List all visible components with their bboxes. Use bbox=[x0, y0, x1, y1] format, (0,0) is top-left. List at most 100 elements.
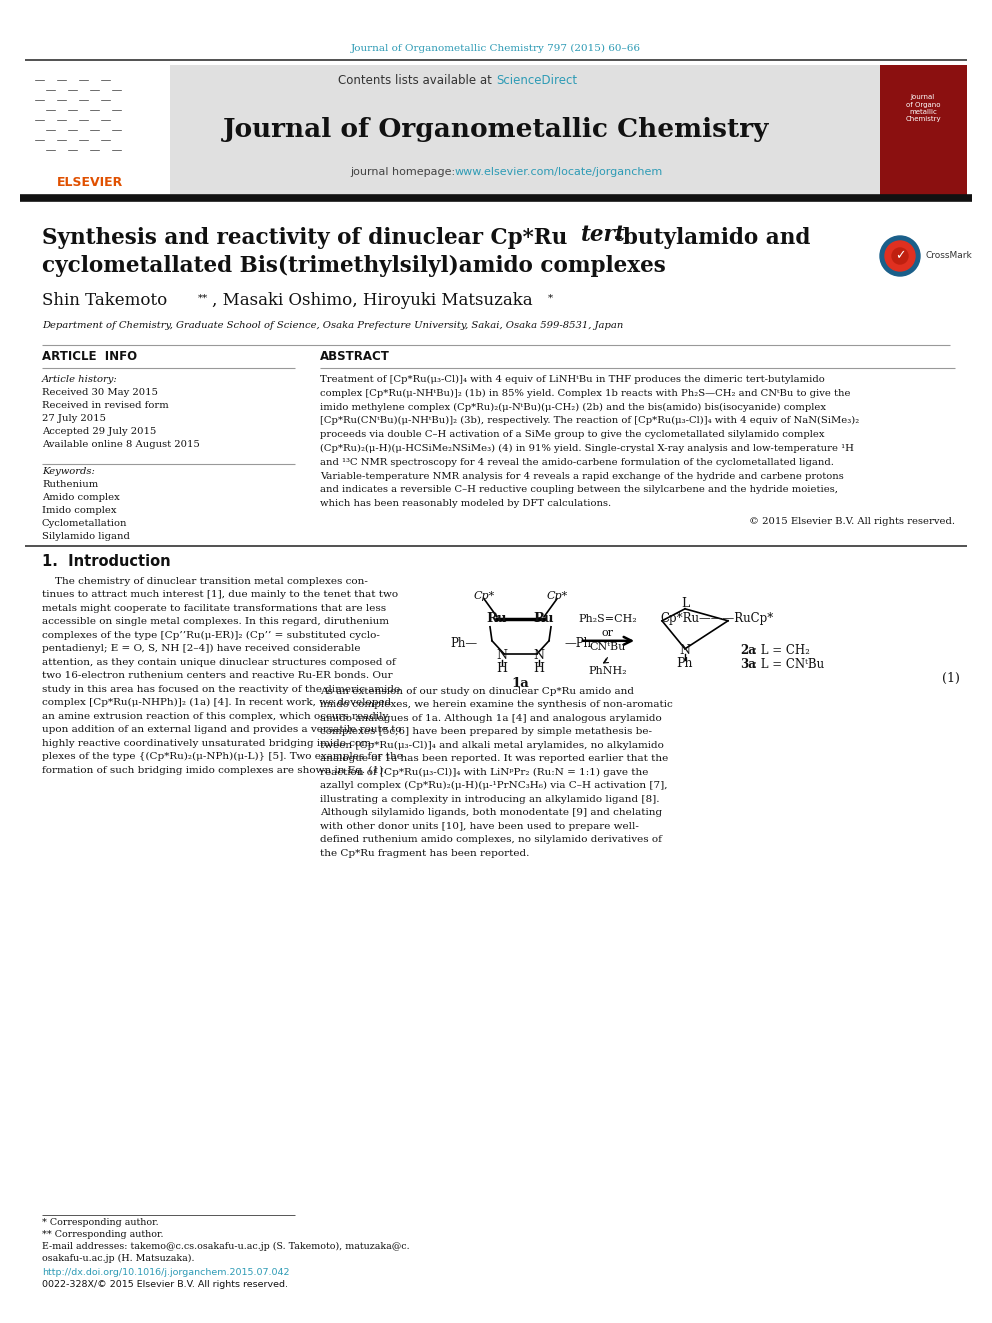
Text: www.elsevier.com/locate/jorganchem: www.elsevier.com/locate/jorganchem bbox=[455, 167, 664, 177]
Text: tert: tert bbox=[581, 224, 626, 246]
Text: (1): (1) bbox=[942, 672, 960, 685]
Text: the Cp*Ru fragment has been reported.: the Cp*Ru fragment has been reported. bbox=[320, 849, 530, 857]
Text: illustrating a complexity in introducing an alkylamido ligand [8].: illustrating a complexity in introducing… bbox=[320, 795, 660, 804]
Text: 3a: 3a bbox=[740, 659, 756, 671]
Text: [Cp*Ru(CNᵗBu)(μ-NHᵗBu)]₂ (3b), respectively. The reaction of [Cp*Ru(μ₃-Cl)]₄ wit: [Cp*Ru(CNᵗBu)(μ-NHᵗBu)]₂ (3b), respectiv… bbox=[320, 417, 859, 426]
Text: 2a: 2a bbox=[740, 644, 756, 658]
Text: which has been reasonably modeled by DFT calculations.: which has been reasonably modeled by DFT… bbox=[320, 499, 611, 508]
Bar bbox=[170, 65, 880, 194]
Text: Imido complex: Imido complex bbox=[42, 505, 116, 515]
Text: ABSTRACT: ABSTRACT bbox=[320, 351, 390, 363]
Text: N: N bbox=[497, 650, 508, 663]
Text: (Cp*Ru)₂(μ-H)(μ-HCSiMe₂NSiMe₃) (4) in 91% yield. Single-crystal X-ray analysis a: (Cp*Ru)₂(μ-H)(μ-HCSiMe₂NSiMe₃) (4) in 91… bbox=[320, 445, 854, 452]
Text: Ru: Ru bbox=[534, 613, 555, 626]
Text: Ph₂S=CH₂: Ph₂S=CH₂ bbox=[578, 614, 638, 624]
Text: * Corresponding author.: * Corresponding author. bbox=[42, 1218, 159, 1226]
Text: formation of such bridging imido complexes are shown in Eq. (1).: formation of such bridging imido complex… bbox=[42, 766, 387, 775]
Text: © 2015 Elsevier B.V. All rights reserved.: © 2015 Elsevier B.V. All rights reserved… bbox=[749, 517, 955, 527]
Text: 0022-328X/© 2015 Elsevier B.V. All rights reserved.: 0022-328X/© 2015 Elsevier B.V. All right… bbox=[42, 1279, 288, 1289]
Text: Shin Takemoto: Shin Takemoto bbox=[42, 292, 168, 310]
Text: imido complexes, we herein examine the synthesis of non-aromatic: imido complexes, we herein examine the s… bbox=[320, 700, 673, 709]
Bar bbox=[880, 65, 967, 194]
Text: Although silylamido ligands, both monodentate [9] and chelating: Although silylamido ligands, both monode… bbox=[320, 808, 662, 818]
Text: attention, as they contain unique dinuclear structures composed of: attention, as they contain unique dinucl… bbox=[42, 658, 396, 667]
Text: E-mail addresses: takemo@c.cs.osakafu-u.ac.jp (S. Takemoto), matuzaka@c.: E-mail addresses: takemo@c.cs.osakafu-u.… bbox=[42, 1242, 410, 1252]
Text: upon addition of an external ligand and provides a versatile route to: upon addition of an external ligand and … bbox=[42, 725, 402, 734]
Text: Accepted 29 July 2015: Accepted 29 July 2015 bbox=[42, 427, 157, 437]
Text: N: N bbox=[680, 644, 690, 658]
Text: or: or bbox=[602, 628, 614, 638]
Text: : L = CNᵗBu: : L = CNᵗBu bbox=[753, 659, 824, 671]
Text: tinues to attract much interest [1], due mainly to the tenet that two: tinues to attract much interest [1], due… bbox=[42, 590, 398, 599]
Text: analogue of 1a has been reported. It was reported earlier that the: analogue of 1a has been reported. It was… bbox=[320, 754, 669, 763]
Text: L: L bbox=[681, 597, 689, 610]
Text: Ph—: Ph— bbox=[450, 638, 477, 651]
Text: Journal of Organometallic Chemistry 797 (2015) 60–66: Journal of Organometallic Chemistry 797 … bbox=[351, 44, 641, 53]
Text: Variable-temperature NMR analysis for 4 reveals a rapid exchange of the hydride : Variable-temperature NMR analysis for 4 … bbox=[320, 471, 844, 480]
Text: Ruthenium: Ruthenium bbox=[42, 480, 98, 490]
Text: Synthesis and reactivity of dinuclear Cp*Ru: Synthesis and reactivity of dinuclear Cp… bbox=[42, 228, 575, 249]
Text: with other donor units [10], have been used to prepare well-: with other donor units [10], have been u… bbox=[320, 822, 639, 831]
Text: 1a: 1a bbox=[511, 677, 529, 691]
Text: **: ** bbox=[198, 294, 208, 303]
Text: 27 July 2015: 27 July 2015 bbox=[42, 414, 106, 423]
Circle shape bbox=[885, 241, 915, 271]
Text: Cp*Ru———RuCp*: Cp*Ru———RuCp* bbox=[660, 613, 773, 626]
Text: Journal
of Organo
metallic
Chemistry: Journal of Organo metallic Chemistry bbox=[905, 94, 940, 122]
Text: Cp*: Cp* bbox=[473, 591, 495, 601]
Text: study in this area has focused on the reactivity of the dimeric amido: study in this area has focused on the re… bbox=[42, 685, 400, 693]
Text: cyclometallated Bis(trimethylsilyl)amido complexes: cyclometallated Bis(trimethylsilyl)amido… bbox=[42, 255, 666, 277]
Bar bbox=[25, 65, 170, 194]
Text: imido methylene complex (Cp*Ru)₂(μ-NᵗBu)(μ-CH₂) (2b) and the bis(amido) bis(isoc: imido methylene complex (Cp*Ru)₂(μ-NᵗBu)… bbox=[320, 402, 826, 411]
Text: The chemistry of dinuclear transition metal complexes con-: The chemistry of dinuclear transition me… bbox=[42, 577, 368, 586]
Text: ** Corresponding author.: ** Corresponding author. bbox=[42, 1230, 164, 1240]
Text: Department of Chemistry, Graduate School of Science, Osaka Prefecture University: Department of Chemistry, Graduate School… bbox=[42, 321, 623, 329]
Circle shape bbox=[880, 235, 920, 277]
Text: ✓: ✓ bbox=[895, 250, 906, 262]
FancyArrowPatch shape bbox=[603, 658, 608, 663]
Text: http://dx.doi.org/10.1016/j.jorganchem.2015.07.042: http://dx.doi.org/10.1016/j.jorganchem.2… bbox=[42, 1267, 290, 1277]
Text: Cyclometallation: Cyclometallation bbox=[42, 519, 128, 528]
Text: : L = CH₂: : L = CH₂ bbox=[753, 644, 809, 658]
Text: H: H bbox=[534, 663, 545, 675]
Text: Available online 8 August 2015: Available online 8 August 2015 bbox=[42, 441, 199, 448]
Text: reaction of [Cp*Ru(μ₃-Cl)]₄ with LiNᵖPr₂ (Ru:N = 1:1) gave the: reaction of [Cp*Ru(μ₃-Cl)]₄ with LiNᵖPr₂… bbox=[320, 767, 649, 777]
Text: complex [Cp*Ru(μ-NHᵗBu)]₂ (1b) in 85% yield. Complex 1b reacts with Ph₂S—CH₂ and: complex [Cp*Ru(μ-NHᵗBu)]₂ (1b) in 85% yi… bbox=[320, 389, 850, 398]
Text: accessible on single metal complexes. In this regard, diruthenium: accessible on single metal complexes. In… bbox=[42, 618, 389, 626]
Text: Ph: Ph bbox=[677, 658, 693, 671]
Text: Received 30 May 2015: Received 30 May 2015 bbox=[42, 388, 158, 397]
Text: Article history:: Article history: bbox=[42, 374, 118, 384]
Text: ELSEVIER: ELSEVIER bbox=[57, 176, 123, 188]
Text: two 16-electron ruthenium centers and reactive Ru-ER bonds. Our: two 16-electron ruthenium centers and re… bbox=[42, 671, 393, 680]
Text: Received in revised form: Received in revised form bbox=[42, 401, 169, 410]
Text: N: N bbox=[534, 650, 545, 663]
Text: Keywords:: Keywords: bbox=[42, 467, 95, 476]
Text: CNᵗBu: CNᵗBu bbox=[590, 642, 626, 652]
Text: ScienceDirect: ScienceDirect bbox=[496, 74, 577, 86]
Text: defined ruthenium amido complexes, no silylamido derivatives of: defined ruthenium amido complexes, no si… bbox=[320, 835, 662, 844]
Text: amido analogues of 1a. Although 1a [4] and analogous arylamido: amido analogues of 1a. Although 1a [4] a… bbox=[320, 714, 662, 722]
Text: metals might cooperate to facilitate transformations that are less: metals might cooperate to facilitate tra… bbox=[42, 603, 386, 613]
Text: highly reactive coordinatively unsaturated bridging imido com-: highly reactive coordinatively unsaturat… bbox=[42, 738, 375, 747]
Text: Amido complex: Amido complex bbox=[42, 493, 120, 501]
Text: complexes of the type [Cp’’Ru(μ-ER)]₂ (Cp’’ = substituted cyclo-: complexes of the type [Cp’’Ru(μ-ER)]₂ (C… bbox=[42, 631, 380, 640]
Text: Contents lists available at: Contents lists available at bbox=[338, 74, 496, 86]
Text: an amine extrusion reaction of this complex, which occurs readily: an amine extrusion reaction of this comp… bbox=[42, 712, 389, 721]
Text: complexes [5c,6] have been prepared by simple metathesis be-: complexes [5c,6] have been prepared by s… bbox=[320, 728, 652, 737]
Text: and ¹³C NMR spectroscopy for 4 reveal the amido-carbene formulation of the cyclo: and ¹³C NMR spectroscopy for 4 reveal th… bbox=[320, 458, 834, 467]
Text: CrossMark: CrossMark bbox=[925, 251, 972, 261]
Text: azallyl complex (Cp*Ru)₂(μ-H)(μ-¹PrNC₃H₆) via C–H activation [7],: azallyl complex (Cp*Ru)₂(μ-H)(μ-¹PrNC₃H₆… bbox=[320, 781, 668, 790]
Text: journal homepage:: journal homepage: bbox=[350, 167, 458, 177]
Text: osakafu-u.ac.jp (H. Matsuzaka).: osakafu-u.ac.jp (H. Matsuzaka). bbox=[42, 1254, 194, 1263]
Text: and indicates a reversible C–H reductive coupling between the silylcarbene and t: and indicates a reversible C–H reductive… bbox=[320, 486, 838, 495]
Text: Journal of Organometallic Chemistry: Journal of Organometallic Chemistry bbox=[223, 118, 769, 143]
Text: Silylamido ligand: Silylamido ligand bbox=[42, 532, 130, 541]
Text: —Ph: —Ph bbox=[564, 638, 591, 651]
Text: complex [Cp*Ru(μ-NHPh)]₂ (1a) [4]. In recent work, we developed: complex [Cp*Ru(μ-NHPh)]₂ (1a) [4]. In re… bbox=[42, 699, 391, 708]
Text: plexes of the type {(Cp*Ru)₂(μ-NPh)(μ-L)} [5]. Two examples for the: plexes of the type {(Cp*Ru)₂(μ-NPh)(μ-L)… bbox=[42, 753, 403, 761]
Text: H: H bbox=[497, 663, 508, 675]
Text: pentadienyl; E = O, S, NH [2–4]) have received considerable: pentadienyl; E = O, S, NH [2–4]) have re… bbox=[42, 644, 360, 654]
Text: Cp*: Cp* bbox=[547, 591, 567, 601]
Text: As an extension of our study on dinuclear Cp*Ru amido and: As an extension of our study on dinuclea… bbox=[320, 687, 634, 696]
Text: ARTICLE  INFO: ARTICLE INFO bbox=[42, 351, 137, 363]
